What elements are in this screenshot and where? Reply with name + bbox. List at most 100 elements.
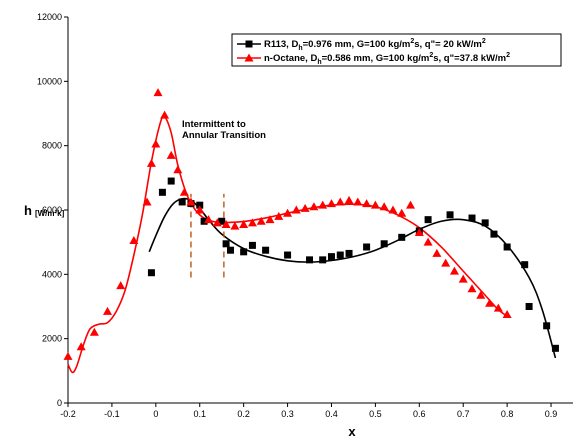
data-point-octane: [173, 165, 183, 174]
data-point-octane: [353, 197, 363, 206]
data-point-r113: [158, 188, 166, 196]
data-point-octane: [129, 236, 139, 245]
data-point-octane: [388, 205, 398, 214]
data-point-octane: [76, 342, 86, 351]
x-tick-label: 0.2: [237, 409, 250, 419]
data-point-octane: [326, 199, 336, 208]
fit-curve-octane: [67, 115, 508, 374]
data-point-octane: [397, 208, 407, 217]
data-point-octane: [318, 200, 328, 209]
data-point-r113: [490, 230, 498, 238]
data-point-octane: [362, 199, 372, 208]
x-tick-label: 0.4: [325, 409, 338, 419]
data-point-octane: [221, 219, 231, 228]
data-point-r113: [248, 241, 256, 249]
data-point-r113: [521, 261, 529, 269]
data-point-r113: [306, 256, 314, 264]
transition-annotation: Intermittent to Annular Transition: [182, 119, 266, 278]
data-point-octane: [414, 228, 424, 237]
data-markers: [63, 88, 559, 360]
data-point-r113: [398, 233, 406, 241]
data-point-r113: [262, 246, 270, 254]
data-point-octane: [186, 197, 196, 206]
data-point-octane: [103, 306, 113, 315]
data-point-r113: [336, 251, 344, 259]
data-point-octane: [142, 197, 152, 206]
data-point-r113: [525, 303, 533, 310]
data-point-r113: [178, 198, 186, 206]
annotation-line-1: Intermittent to: [182, 119, 246, 130]
x-tick-label: 0.7: [457, 409, 470, 419]
data-point-r113: [284, 251, 292, 259]
data-point-r113: [319, 256, 327, 264]
x-tick-label: 0.6: [413, 409, 426, 419]
data-point-octane: [467, 284, 477, 293]
y-tick-group: 0 2000 4000 6000 8000 10000 12000: [37, 12, 68, 408]
x-tick-label: 0: [153, 409, 158, 419]
data-point-octane: [309, 202, 319, 211]
data-point-r113: [196, 201, 204, 209]
data-point-r113: [481, 219, 489, 227]
data-point-r113: [147, 269, 155, 277]
data-point-r113: [468, 214, 476, 222]
y-tick-label: 10000: [37, 76, 62, 86]
y-tick-label: 6000: [42, 205, 62, 215]
data-point-octane: [291, 205, 301, 214]
data-point-octane: [300, 203, 310, 212]
data-point-r113: [380, 240, 388, 248]
annotation-line-2: Annular Transition: [182, 130, 266, 141]
x-tick-label: 0.1: [193, 409, 206, 419]
data-point-octane: [116, 281, 126, 290]
data-point-octane: [502, 310, 512, 319]
data-point-octane: [63, 351, 73, 360]
data-point-r113: [363, 243, 371, 251]
data-point-octane: [283, 208, 293, 217]
y-tick-label: 8000: [42, 141, 62, 151]
data-point-octane: [146, 158, 156, 167]
legend-label-r113: R113, Dh=0.976 mm, G=100 kg/m2s, q"= 20 …: [264, 38, 486, 52]
x-tick-label: 0.5: [369, 409, 382, 419]
data-point-octane: [423, 237, 433, 246]
y-tick-label: 4000: [42, 269, 62, 279]
y-tick-label: 0: [57, 398, 62, 408]
legend-label-octane: n-Octane, Dh=0.586 mm, G=100 kg/m2s, q"=…: [264, 52, 510, 66]
data-point-r113: [543, 322, 551, 330]
data-point-octane: [265, 215, 275, 224]
data-point-octane: [239, 219, 249, 228]
data-point-octane: [458, 274, 468, 283]
data-point-octane: [151, 139, 161, 148]
x-tick-label: 0.8: [501, 409, 514, 419]
data-point-r113: [218, 217, 226, 225]
data-point-r113: [551, 344, 559, 352]
data-point-octane: [204, 215, 214, 224]
data-point-octane: [370, 200, 380, 209]
data-point-octane: [379, 202, 389, 211]
y-tick-label: 2000: [42, 334, 62, 344]
data-point-r113: [446, 211, 454, 219]
legend-marker-r113: [245, 40, 253, 48]
data-point-r113: [222, 240, 230, 248]
data-point-octane: [230, 221, 240, 230]
data-point-octane: [432, 248, 442, 257]
x-tick-label: -0.2: [60, 409, 76, 419]
data-point-octane: [212, 218, 222, 227]
data-point-octane: [195, 205, 205, 214]
data-point-octane: [335, 197, 345, 206]
data-point-octane: [449, 266, 459, 275]
data-point-octane: [344, 195, 354, 204]
data-point-octane: [89, 327, 99, 336]
x-tick-label: -0.1: [104, 409, 120, 419]
y-tick-label: 12000: [37, 12, 62, 22]
data-point-octane: [441, 258, 451, 267]
data-point-r113: [424, 216, 432, 224]
data-point-octane: [493, 303, 503, 312]
data-point-r113: [503, 243, 511, 251]
x-tick-label: 0.3: [281, 409, 294, 419]
data-point-octane: [247, 218, 257, 227]
data-point-octane: [274, 211, 284, 220]
data-point-octane: [153, 88, 163, 97]
legend-box: [231, 33, 562, 67]
data-point-octane: [256, 216, 266, 225]
y-axis-title: h [W/m²k]: [24, 203, 65, 218]
